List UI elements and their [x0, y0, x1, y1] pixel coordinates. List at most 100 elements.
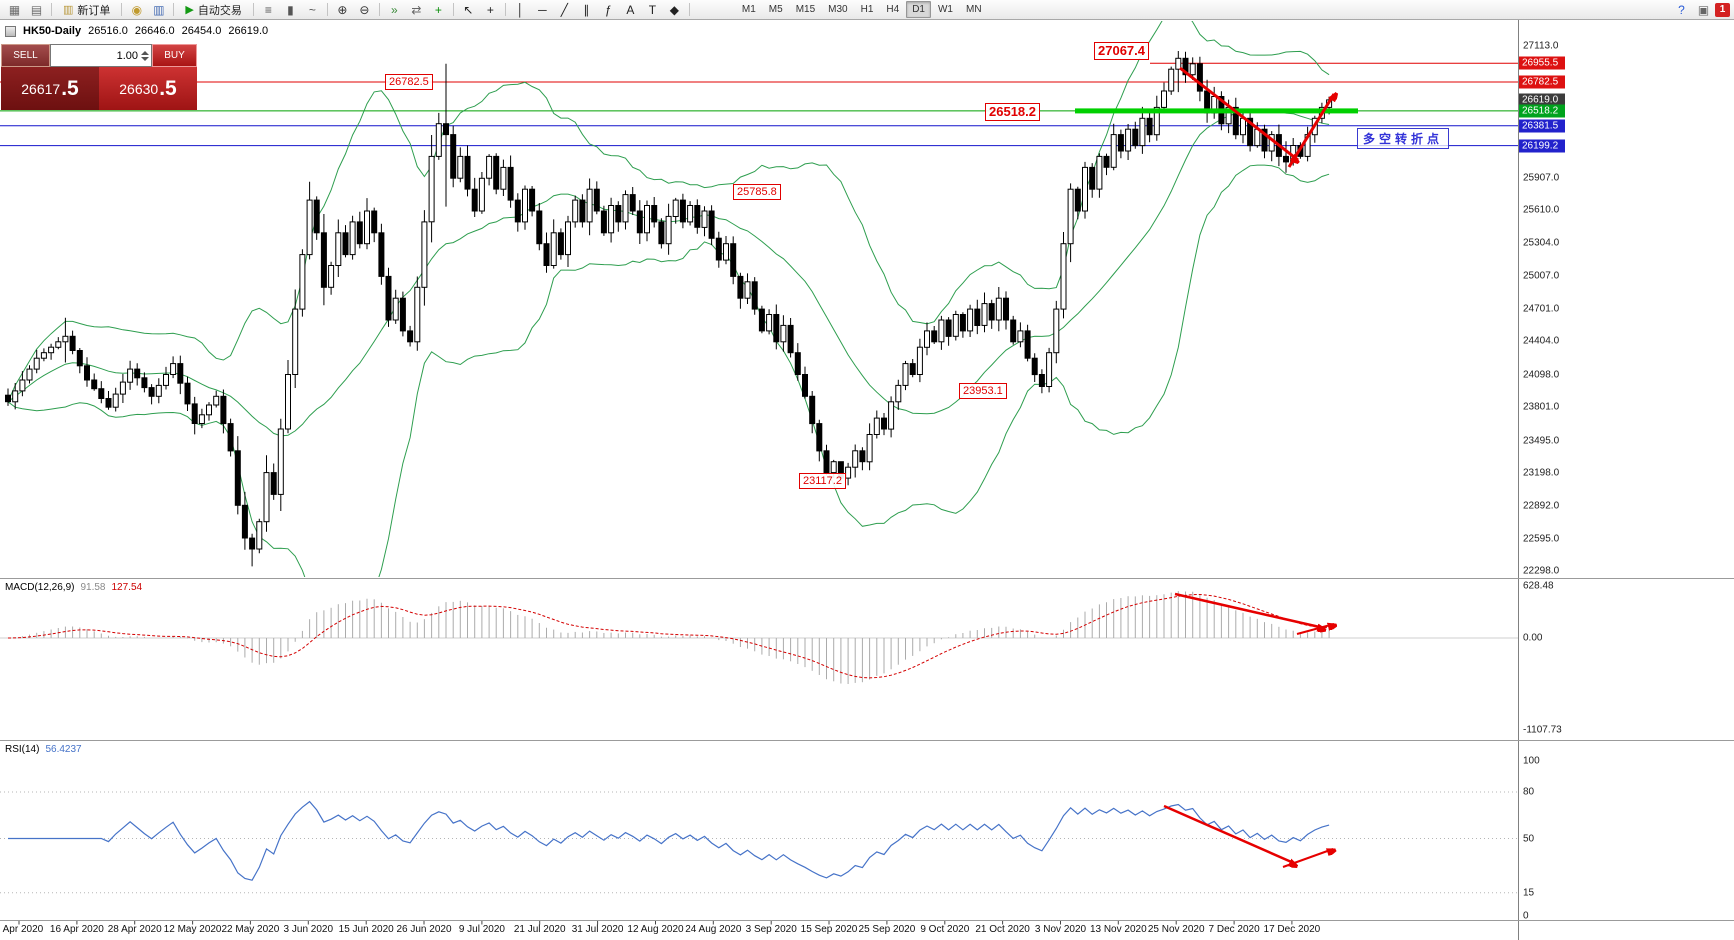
- macd-signal-value: 127.54: [111, 582, 143, 593]
- price-annotation[interactable]: 27067.4: [1094, 42, 1149, 60]
- timeframe-mn[interactable]: MN: [965, 4, 982, 15]
- time-axis-label: 21 Oct 2020: [975, 924, 1030, 935]
- toolbar-separator: [688, 3, 690, 16]
- time-axis-label: 22 May 2020: [221, 924, 280, 935]
- volume-input[interactable]: 1.00: [50, 44, 152, 67]
- autotrading-button-icon: ▶: [185, 4, 194, 16]
- timeframe-m30[interactable]: M30: [828, 4, 848, 15]
- tile-windows-icon[interactable]: ▤: [30, 2, 43, 17]
- timeframe-h1[interactable]: H1: [860, 4, 874, 15]
- price-annotation[interactable]: 23117.2: [799, 473, 846, 489]
- price-annotation[interactable]: 25785.8: [733, 184, 781, 200]
- time-axis-divider: [0, 920, 1734, 921]
- help-icon[interactable]: ?: [1678, 2, 1685, 17]
- indicators-icon[interactable]: +: [434, 2, 442, 17]
- timeframe-m15[interactable]: M15: [795, 4, 816, 15]
- timeframe-h4[interactable]: H4: [886, 4, 900, 15]
- time-axis-label: 25 Nov 2020: [1147, 924, 1205, 935]
- rsi-panel-divider[interactable]: [0, 740, 1734, 741]
- buy-price-pips: .5: [159, 76, 177, 100]
- toolbar-separator: [326, 3, 328, 16]
- label-icon[interactable]: T: [648, 2, 657, 17]
- line-chart-icon[interactable]: ~: [308, 2, 316, 17]
- zoom-in-icon[interactable]: ⊕: [337, 2, 348, 17]
- volume-down-icon[interactable]: [141, 56, 149, 61]
- buy-price-main: 26630: [119, 80, 159, 97]
- one-click-trading-widget: SELL 1.00 BUY 26617 .5 26630 .5: [1, 44, 197, 110]
- volume-up-icon[interactable]: [141, 50, 149, 55]
- horizontal-line-icon[interactable]: ─: [538, 2, 547, 17]
- price-annotation[interactable]: 26518.2: [985, 103, 1040, 121]
- time-axis-label: 26 Jun 2020: [396, 924, 452, 935]
- macd-name: MACD(12,26,9): [5, 582, 75, 593]
- fibonacci-icon[interactable]: ƒ: [605, 2, 612, 17]
- bar-chart-icon[interactable]: ≡: [264, 2, 272, 17]
- new-order-button-label: 新订单: [77, 4, 111, 17]
- trendline-icon[interactable]: ╱: [560, 2, 568, 17]
- price-axis[interactable]: [1518, 20, 1734, 940]
- time-axis-label: 15 Jun 2020: [338, 924, 394, 935]
- vertical-line-icon[interactable]: │: [516, 2, 525, 17]
- connection-alert-icon[interactable]: 1: [1715, 2, 1730, 17]
- volume-stepper[interactable]: [141, 50, 149, 61]
- toolbar-separator: [51, 3, 52, 16]
- crosshair-icon[interactable]: +: [486, 2, 494, 17]
- buy-button[interactable]: BUY: [152, 44, 197, 67]
- rsi-name: RSI(14): [5, 744, 40, 755]
- shapes-icon[interactable]: ◆: [669, 2, 679, 17]
- sell-price[interactable]: 26617 .5: [1, 67, 99, 110]
- time-axis-label: 12 May 2020: [163, 924, 222, 935]
- timeframe-group: M1 M5 M15 M30 H1 H4 D1 W1 MN: [736, 1, 988, 18]
- timeframe-d1[interactable]: D1: [906, 1, 931, 18]
- time-axis-label: 12 Aug 2020: [627, 924, 684, 935]
- toolbar-separator: [504, 3, 506, 16]
- macd-panel-divider[interactable]: [0, 578, 1734, 579]
- sell-button[interactable]: SELL: [1, 44, 50, 67]
- bull-bear-pivot-note[interactable]: 多空转折点: [1357, 128, 1450, 149]
- time-axis-label: 3 Jun 2020: [283, 924, 334, 935]
- price-annotation[interactable]: 23953.1: [959, 383, 1007, 399]
- time-axis-label: 9 Jul 2020: [458, 924, 505, 935]
- macd-layer: [0, 591, 1518, 684]
- sell-price-pips: .5: [61, 76, 79, 100]
- time-axis-label: 16 Apr 2020: [49, 924, 104, 935]
- time-axis-label: 7 Dec 2020: [1208, 924, 1260, 935]
- cursor-icon[interactable]: ↖: [463, 2, 474, 17]
- open-value: 26516.0: [88, 25, 128, 37]
- market-watch-icon[interactable]: ◉: [131, 2, 143, 17]
- main-chart-layer: [0, 21, 1518, 577]
- time-axis-label: 17 Dec 2020: [1263, 924, 1321, 935]
- timeframe-m5[interactable]: M5: [768, 4, 783, 15]
- low-value: 26454.0: [181, 25, 222, 37]
- chart-window-icon[interactable]: ▦: [8, 2, 21, 17]
- time-axis-label: 3 Nov 2020: [1034, 924, 1087, 935]
- auto-scroll-icon[interactable]: »: [391, 2, 398, 17]
- price-annotation[interactable]: 26782.5: [385, 74, 433, 90]
- chart-shift-icon[interactable]: ⇄: [411, 2, 422, 17]
- symbol-period-label: HK50-Daily: [23, 25, 82, 37]
- chart-ohlc-header: HK50-Daily 26516.0 26646.0 26454.0 26619…: [5, 25, 268, 37]
- time-axis-label: 21 Jul 2020: [513, 924, 566, 935]
- buy-price[interactable]: 26630 .5: [99, 67, 197, 110]
- rsi-value: 56.4237: [45, 744, 82, 755]
- close-value: 26619.0: [228, 25, 269, 37]
- toolbar-separator: [252, 3, 254, 16]
- layouts-icon[interactable]: ▣: [1697, 2, 1710, 17]
- zoom-out-icon[interactable]: ⊖: [359, 2, 370, 17]
- navigator-icon[interactable]: ▥: [153, 2, 165, 17]
- time-axis-label: 2 Apr 2020: [0, 924, 44, 935]
- time-axis-label: 28 Apr 2020: [107, 924, 162, 935]
- timeframe-w1[interactable]: W1: [937, 4, 953, 15]
- timeframe-m1[interactable]: M1: [741, 4, 756, 15]
- autotrading-button[interactable]: ▶ 自动交易: [178, 1, 248, 19]
- rsi-indicator-label: RSI(14) 56.4237: [5, 744, 82, 755]
- text-icon[interactable]: A: [626, 2, 635, 17]
- volume-value: 1.00: [116, 49, 138, 62]
- channel-icon[interactable]: ∥: [583, 2, 590, 17]
- time-axis-label: 9 Oct 2020: [920, 924, 970, 935]
- new-order-button[interactable]: ▥ 新订单: [56, 1, 117, 19]
- chart-symbol-icon: [5, 25, 16, 37]
- candlestick-chart-icon[interactable]: ▮: [287, 2, 294, 17]
